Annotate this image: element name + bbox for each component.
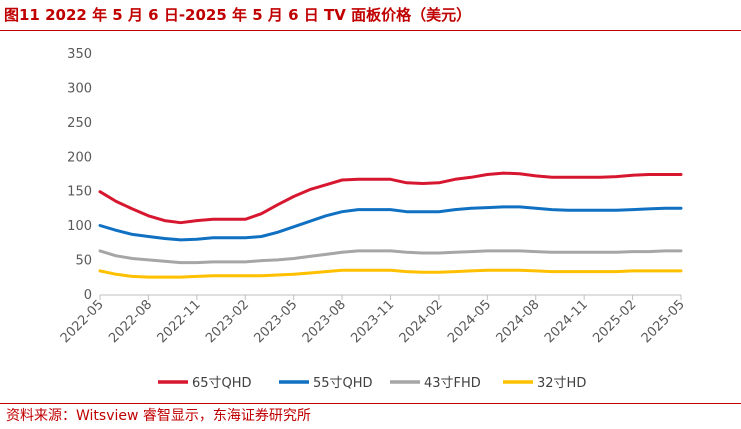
- x-tick-label: 2023-08: [300, 297, 349, 346]
- x-tick-label: 2023-02: [203, 297, 252, 346]
- legend-label-0: 65寸QHD: [192, 376, 252, 391]
- y-axis: 0 50 100 150 200 250 300 350: [67, 47, 92, 303]
- legend-label-2: 43寸FHD: [424, 376, 481, 391]
- series-layer: [98, 171, 683, 279]
- y-tick-label: 0: [84, 288, 92, 303]
- x-tick-label: 2023-05: [251, 297, 300, 346]
- source-note: 资料来源：Witsview 睿智显示，东海证券研究所: [6, 408, 311, 424]
- x-tick-label: 2025-05: [639, 297, 688, 346]
- x-tick-label: 2024-11: [542, 297, 591, 346]
- x-tick-label: 2025-02: [590, 297, 639, 346]
- x-tick-label: 2022-11: [155, 297, 204, 346]
- series-line-0: [98, 171, 683, 225]
- x-tick-label: 2024-05: [445, 297, 494, 346]
- y-tick-label: 250: [67, 116, 92, 131]
- y-tick-label: 50: [75, 254, 92, 269]
- line-chart: 0 50 100 150 200 250 300 350 2022-05 2022-08 2022…: [58, 47, 688, 391]
- series-line-1: [98, 205, 683, 242]
- x-tick-label: 2022-08: [106, 297, 155, 346]
- series-line-2: [98, 249, 683, 265]
- title-divider: [0, 30, 741, 31]
- y-tick-label: 150: [67, 185, 92, 200]
- y-tick-label: 200: [67, 150, 92, 165]
- series-line-3: [98, 268, 683, 279]
- figure-title: 图11 2022 年 5 月 6 日-2025 年 5 月 6 日 TV 面板价…: [4, 6, 472, 24]
- legend-label-3: 32寸HD: [537, 376, 586, 391]
- source-divider: [0, 403, 741, 404]
- y-tick-label: 100: [67, 219, 92, 234]
- x-tick-label: 2023-11: [348, 297, 397, 346]
- x-tick-label: 2022-05: [58, 297, 107, 346]
- x-tick-label: 2024-02: [397, 297, 446, 346]
- y-tick-label: 300: [67, 81, 92, 96]
- legend-label-1: 55寸QHD: [313, 376, 373, 391]
- legend: 65寸QHD 55寸QHD 43寸FHD 32寸HD: [158, 376, 586, 391]
- x-axis: 2022-05 2022-08 2022-11 2023-02 2023-05 2023-…: [58, 294, 688, 346]
- y-tick-label: 350: [67, 47, 92, 62]
- x-tick-label: 2024-08: [494, 297, 543, 346]
